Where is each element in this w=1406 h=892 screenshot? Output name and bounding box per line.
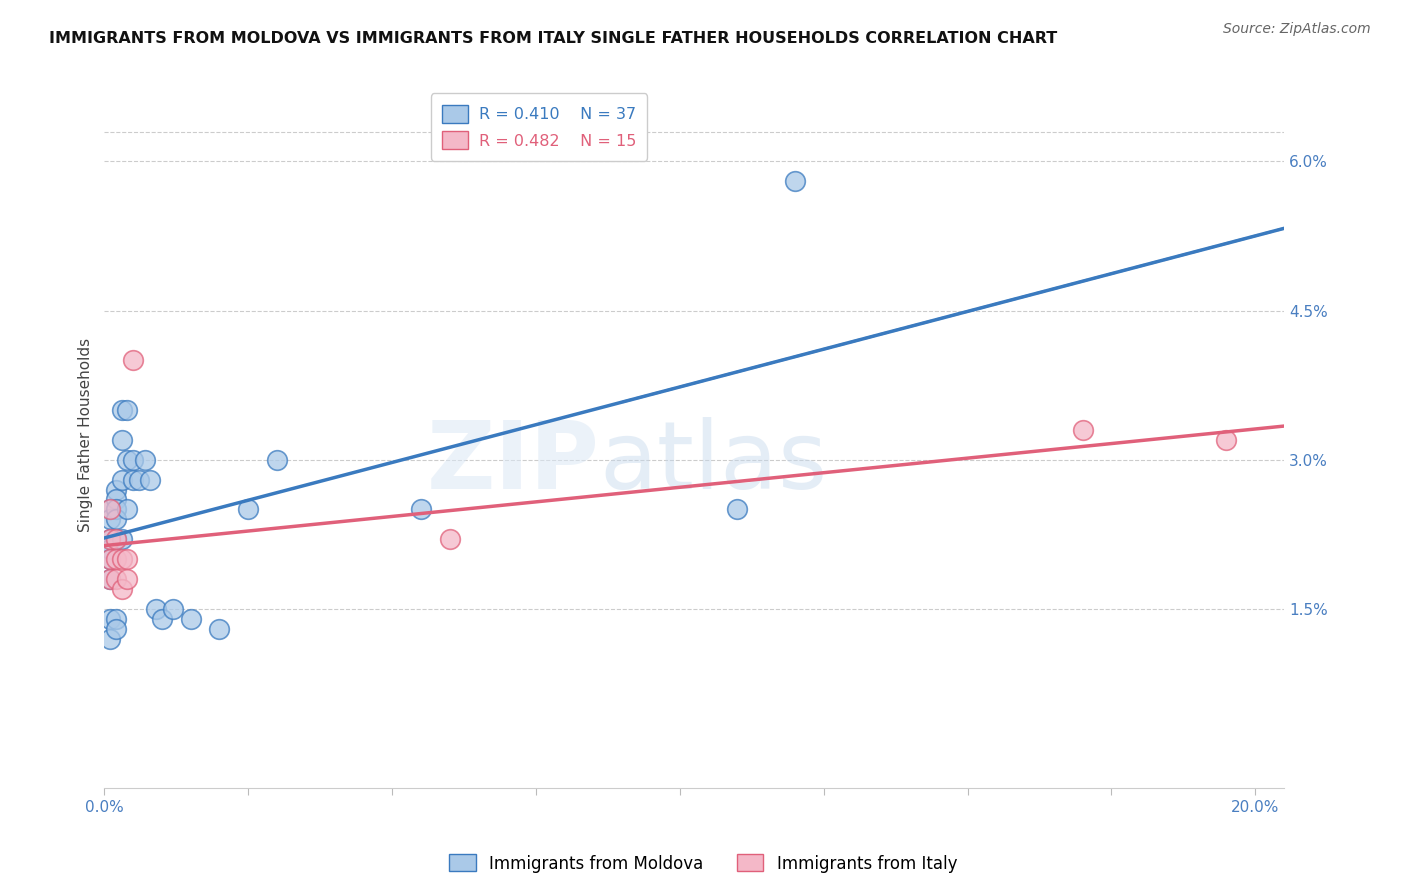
Point <box>208 622 231 636</box>
Point <box>98 572 121 586</box>
Point <box>439 533 461 547</box>
Text: Source: ZipAtlas.com: Source: ZipAtlas.com <box>1223 22 1371 37</box>
Legend: R = 0.410    N = 37, R = 0.482    N = 15: R = 0.410 N = 37, R = 0.482 N = 15 <box>430 94 647 161</box>
Point <box>725 502 748 516</box>
Point <box>98 502 121 516</box>
Point <box>266 452 288 467</box>
Point <box>104 612 127 626</box>
Point <box>98 533 121 547</box>
Point <box>122 473 145 487</box>
Point <box>111 552 134 566</box>
Point <box>1071 423 1094 437</box>
Point <box>162 602 184 616</box>
Point <box>409 502 432 516</box>
Point <box>98 612 121 626</box>
Text: atlas: atlas <box>600 417 828 509</box>
Point <box>98 552 121 566</box>
Legend: Immigrants from Moldova, Immigrants from Italy: Immigrants from Moldova, Immigrants from… <box>443 847 963 880</box>
Point <box>238 502 260 516</box>
Point <box>104 533 127 547</box>
Point <box>180 612 202 626</box>
Point <box>104 572 127 586</box>
Point <box>1215 433 1237 447</box>
Point <box>111 533 134 547</box>
Point <box>783 174 806 188</box>
Point <box>111 473 134 487</box>
Point <box>117 552 139 566</box>
Point <box>98 572 121 586</box>
Point <box>145 602 167 616</box>
Text: ZIP: ZIP <box>427 417 600 509</box>
Point <box>117 572 139 586</box>
Point <box>134 452 156 467</box>
Point <box>128 473 150 487</box>
Point <box>122 452 145 467</box>
Point <box>139 473 162 487</box>
Point <box>98 632 121 646</box>
Point <box>122 353 145 368</box>
Point <box>104 512 127 526</box>
Point <box>98 502 121 516</box>
Point <box>104 483 127 497</box>
Point <box>98 552 121 566</box>
Text: IMMIGRANTS FROM MOLDOVA VS IMMIGRANTS FROM ITALY SINGLE FATHER HOUSEHOLDS CORREL: IMMIGRANTS FROM MOLDOVA VS IMMIGRANTS FR… <box>49 31 1057 46</box>
Point <box>98 512 121 526</box>
Point <box>111 403 134 417</box>
Point <box>104 552 127 566</box>
Point <box>104 533 127 547</box>
Point <box>98 533 121 547</box>
Y-axis label: Single Father Households: Single Father Households <box>79 338 93 532</box>
Point <box>117 403 139 417</box>
Point <box>104 492 127 507</box>
Point <box>150 612 173 626</box>
Point <box>117 452 139 467</box>
Point <box>104 502 127 516</box>
Point <box>111 582 134 596</box>
Point <box>98 542 121 557</box>
Point <box>104 622 127 636</box>
Point <box>111 433 134 447</box>
Point <box>117 502 139 516</box>
